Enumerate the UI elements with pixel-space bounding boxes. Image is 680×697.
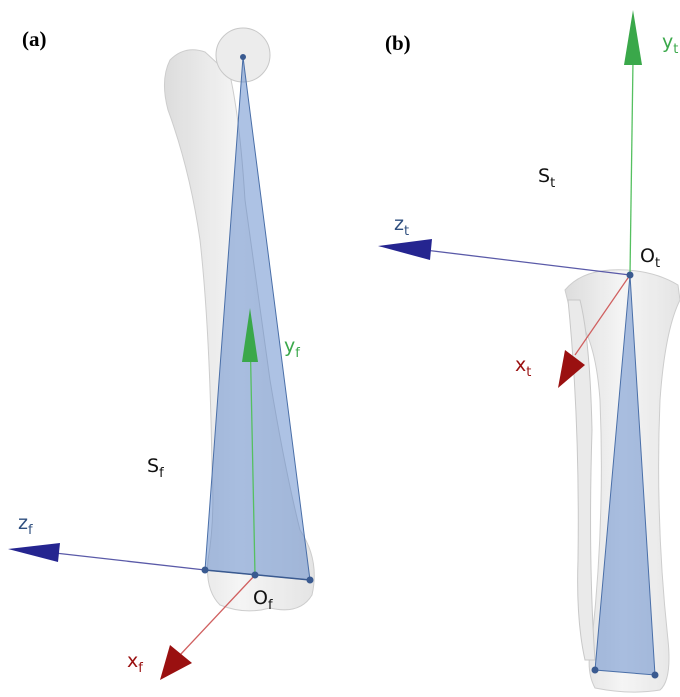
subscript: t [673,42,678,57]
x-arrow [160,645,192,680]
axis-label: xt [515,354,531,380]
symbol: x [515,354,526,376]
point [592,667,599,674]
panel-label: (a) [22,27,47,51]
subscript: t [404,224,409,239]
symbol: x [127,650,138,672]
point [240,54,246,60]
axis-label: yt [662,31,678,57]
figure: (a) yf Sf zf Of xf (b) yt St zt Ot xt [0,0,680,697]
frame-label: Sf [147,455,164,481]
z-axis [425,250,630,275]
subscript: f [268,598,273,613]
point [627,272,634,279]
axis-label: yf [284,335,300,361]
axis-label: zt [394,213,409,239]
axis-label: zf [18,512,33,538]
symbol: S [147,455,159,477]
symbol: y [284,335,295,357]
origin-label: Ot [640,245,660,271]
point [252,572,259,579]
symbol: S [538,165,550,187]
subscript: f [28,523,33,538]
symbol: O [253,587,268,609]
z-arrow [8,543,60,562]
point [202,567,209,574]
subscript: f [159,466,164,481]
subscript: t [550,176,555,191]
axis-label: xf [127,650,143,676]
panel-label: (b) [385,31,411,55]
z-axis [55,553,205,570]
subscript: t [655,256,660,271]
subscript: f [295,346,300,361]
symbol: z [18,512,28,534]
symbol: O [640,245,655,267]
point [307,577,314,584]
symbol: y [662,31,673,53]
symbol: z [394,213,404,235]
z-arrow [378,239,432,260]
subscript: t [526,365,531,380]
y-arrow [624,10,642,65]
point [652,672,659,679]
frame-label: St [538,165,555,191]
subscript: f [138,661,143,676]
y-axis [630,60,633,275]
